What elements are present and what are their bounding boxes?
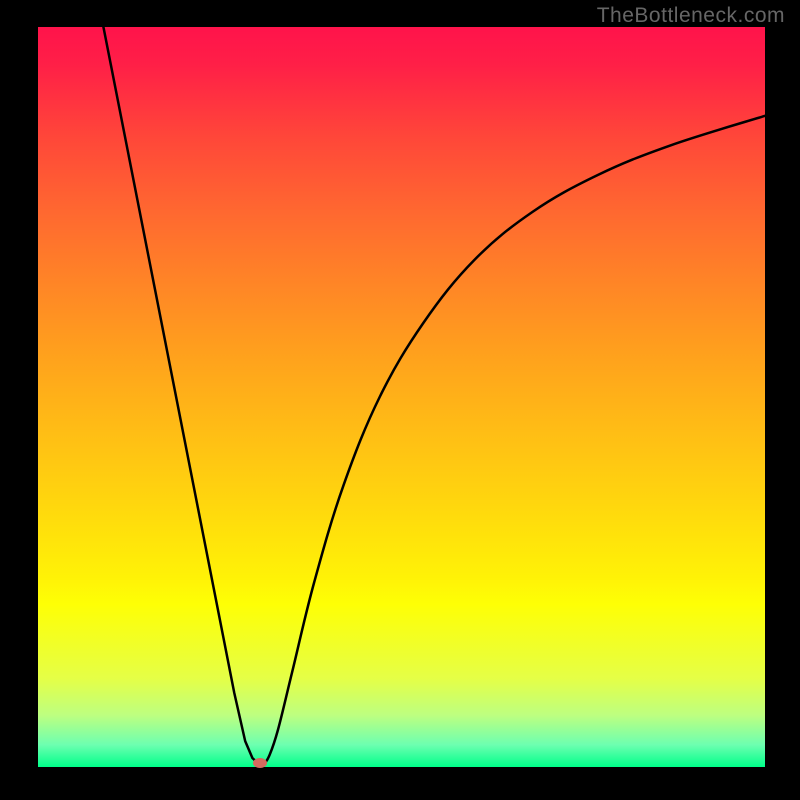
source-watermark: TheBottleneck.com (597, 4, 785, 28)
bottleneck-chart: TheBottleneck.com (0, 0, 800, 800)
plot-area (38, 27, 765, 767)
chart-svg (38, 27, 765, 767)
min-point-marker (253, 758, 267, 768)
